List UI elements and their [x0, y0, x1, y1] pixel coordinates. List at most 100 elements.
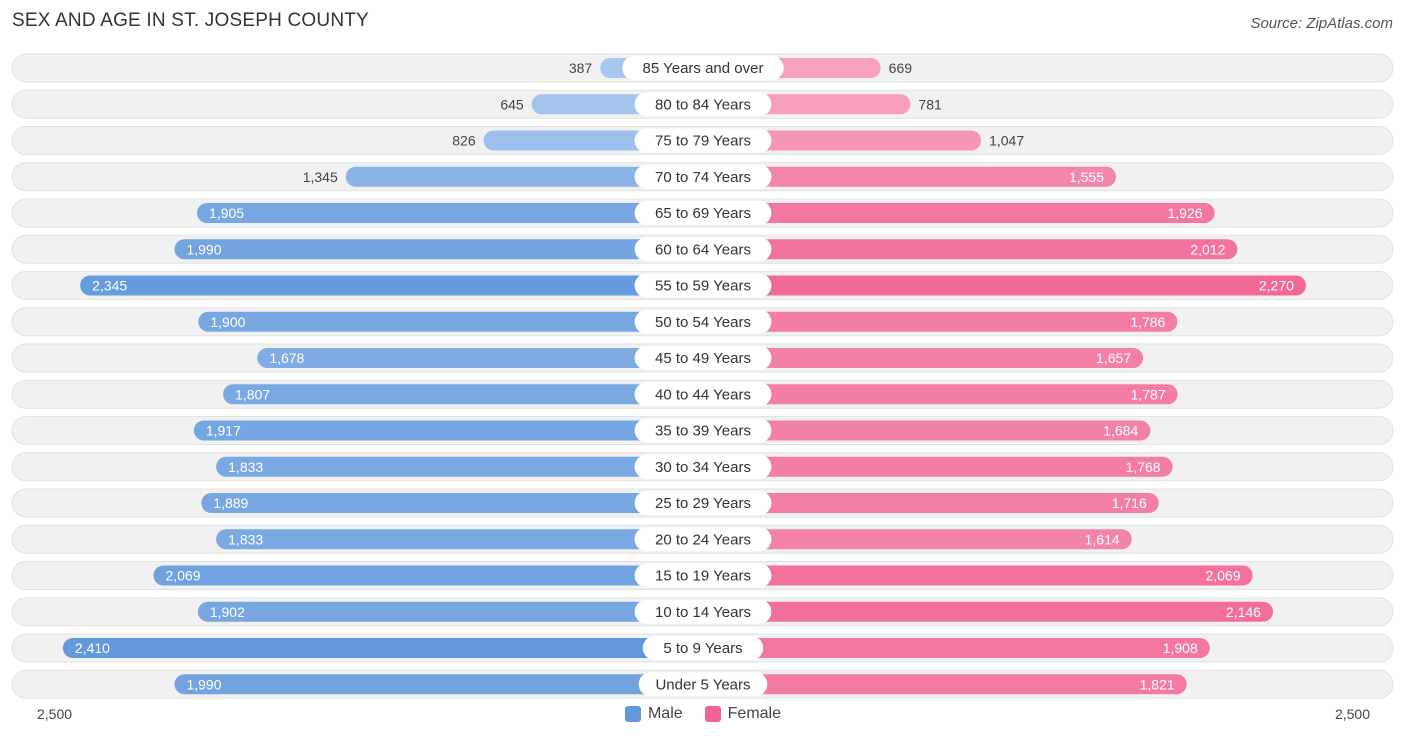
female-value-label: 2,012 [1190, 241, 1225, 257]
category-label: Under 5 Years [655, 676, 750, 693]
female-bar[interactable] [693, 601, 1273, 622]
category-label: 25 to 29 Years [655, 495, 751, 512]
male-value-label: 1,678 [269, 350, 304, 366]
male-value-label: 1,917 [206, 423, 241, 439]
female-bar[interactable] [693, 420, 1151, 441]
row-9: 1,807 1,787 40 to 44 Years [11, 379, 1394, 409]
row-15: 1,902 2,146 10 to 14 Years [11, 597, 1394, 627]
category-label: 20 to 24 Years [655, 531, 751, 548]
male-value-label: 826 [452, 133, 476, 149]
category-label: 45 to 49 Years [655, 350, 751, 367]
male-bar[interactable] [201, 493, 713, 513]
category-label: 60 to 64 Years [655, 241, 751, 258]
category-label: 40 to 44 Years [655, 386, 751, 403]
male-swatch [624, 706, 641, 722]
male-bar[interactable] [198, 311, 714, 332]
category-pill [634, 382, 772, 407]
male-bar[interactable] [174, 239, 713, 260]
row-17: 1,990 1,821 Under 5 Years [11, 669, 1394, 699]
row-12: 1,889 1,716 25 to 29 Years [11, 488, 1394, 518]
chart-title: SEX AND AGE IN ST. JOSEPH COUNTY [12, 10, 369, 31]
category-pill [634, 309, 772, 334]
category-pill [634, 599, 772, 624]
female-bar[interactable] [693, 203, 1215, 223]
category-pill [638, 672, 768, 697]
male-bar[interactable] [193, 420, 714, 441]
axis-right-label: 2,500 [1334, 706, 1370, 722]
category-pill [634, 491, 772, 515]
male-bar[interactable] [216, 529, 713, 550]
legend-item-male[interactable]: Male [624, 705, 683, 723]
male-bar[interactable] [80, 275, 714, 296]
category-label: 15 to 19 Years [655, 568, 751, 585]
category-pill [634, 164, 772, 189]
category-pill [622, 56, 784, 80]
category-pill [634, 346, 772, 370]
female-bar[interactable] [693, 311, 1178, 332]
male-bar[interactable] [153, 565, 713, 586]
category-label: 75 to 79 Years [655, 133, 751, 150]
legend-item-female[interactable]: Female [704, 705, 782, 723]
male-value-label: 1,889 [213, 495, 248, 511]
male-value-label: 1,345 [303, 169, 338, 185]
male-value-label: 1,990 [186, 241, 221, 257]
female-bar[interactable] [693, 565, 1253, 586]
female-bar[interactable] [693, 529, 1132, 550]
category-label: 70 to 74 Years [655, 169, 751, 186]
female-bar[interactable] [693, 348, 1144, 368]
category-pill [634, 201, 772, 225]
male-value-label: 2,410 [75, 640, 110, 656]
row-13: 1,833 1,614 20 to 24 Years [11, 524, 1394, 554]
male-value-label: 1,990 [186, 676, 221, 692]
male-value-label: 1,833 [228, 459, 263, 475]
legend-female-label: Female [727, 705, 782, 722]
legend-male-label: Male [647, 705, 683, 722]
female-bar[interactable] [693, 493, 1159, 513]
female-bar[interactable] [693, 674, 1187, 695]
female-bar[interactable] [693, 384, 1178, 405]
category-label: 50 to 54 Years [655, 314, 751, 331]
female-value-label: 1,768 [1126, 459, 1161, 475]
male-value-label: 1,807 [235, 386, 270, 402]
male-value-label: 2,069 [165, 568, 200, 584]
category-pill [634, 454, 772, 479]
male-bar[interactable] [62, 638, 714, 658]
male-bar[interactable] [345, 166, 713, 187]
female-bar[interactable] [693, 166, 1117, 187]
female-bar[interactable] [693, 456, 1173, 477]
male-bar[interactable] [223, 384, 714, 405]
category-label: 65 to 69 Years [655, 205, 751, 222]
female-value-label: 1,908 [1163, 640, 1198, 656]
category-label: 35 to 39 Years [655, 423, 751, 440]
male-bar[interactable] [197, 601, 713, 622]
male-value-label: 1,833 [228, 531, 263, 547]
category-label: 30 to 34 Years [655, 459, 751, 476]
female-bar[interactable] [693, 275, 1306, 296]
male-bar[interactable] [174, 674, 713, 695]
male-bar[interactable] [216, 456, 713, 477]
male-bar[interactable] [197, 203, 714, 223]
female-value-label: 1,787 [1131, 386, 1166, 402]
row-14: 2,069 2,069 15 to 19 Years [11, 561, 1394, 590]
male-value-label: 1,900 [210, 314, 245, 330]
female-value-label: 2,146 [1226, 604, 1261, 620]
row-3: 1,345 1,555 70 to 74 Years [11, 162, 1394, 192]
row-16: 2,410 1,908 5 to 9 Years [11, 633, 1394, 663]
population-pyramid-chart: 387 669 85 Years and over 645 781 80 to 84 Ye… [11, 53, 1394, 699]
female-bar[interactable] [693, 638, 1210, 658]
female-value-label: 781 [918, 96, 942, 112]
category-pill [634, 237, 772, 262]
row-10: 1,917 1,684 35 to 39 Years [11, 416, 1394, 445]
female-bar[interactable] [693, 239, 1238, 260]
female-value-label: 2,270 [1259, 278, 1294, 294]
female-value-label: 1,614 [1085, 531, 1120, 547]
female-value-label: 1,047 [989, 133, 1024, 149]
category-pill [634, 92, 772, 117]
male-value-label: 1,902 [210, 604, 245, 620]
male-value-label: 1,905 [209, 205, 244, 221]
female-value-label: 1,786 [1130, 314, 1165, 330]
male-bar[interactable] [257, 348, 713, 368]
category-pill [634, 527, 772, 552]
source-label: Source: ZipAtlas.com [1250, 15, 1393, 32]
female-value-label: 1,926 [1167, 205, 1202, 221]
